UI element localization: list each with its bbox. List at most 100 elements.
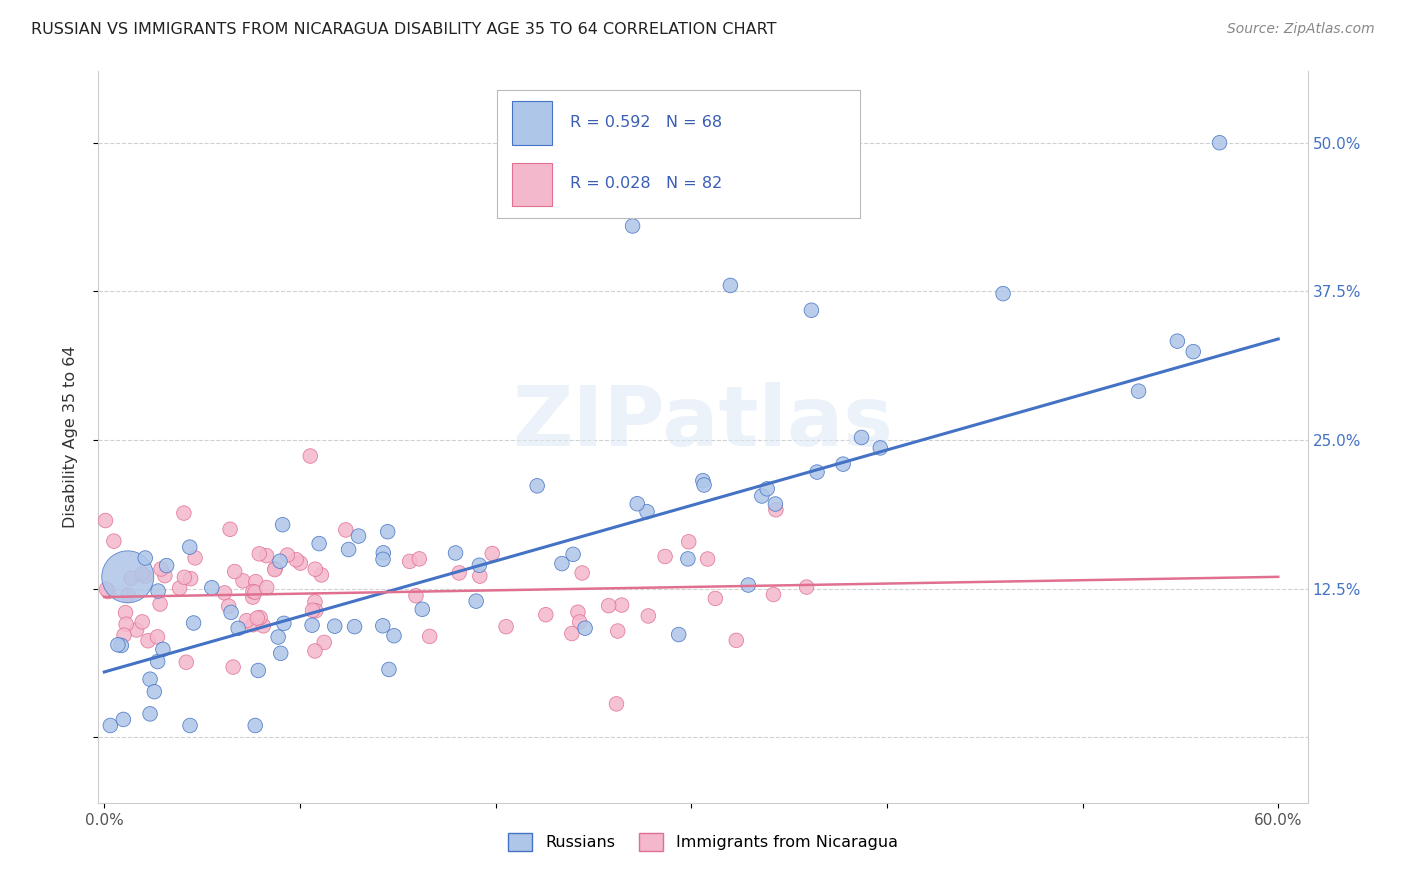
Y-axis label: Disability Age 35 to 64: Disability Age 35 to 64 [63, 346, 77, 528]
Point [678, 534, 700, 549]
Point [247, 664, 270, 678]
Point [94, 514, 117, 528]
Point [267, 630, 290, 644]
Point [97, 584, 120, 599]
Point [301, 603, 323, 617]
Point [117, 570, 139, 584]
Point [131, 566, 153, 581]
Point [245, 574, 267, 589]
Point [405, 589, 427, 603]
Point [377, 524, 399, 539]
Text: Source: ZipAtlas.com: Source: ZipAtlas.com [1227, 22, 1375, 37]
Point [534, 607, 557, 622]
Point [149, 597, 172, 611]
Point [526, 479, 548, 493]
Point [152, 642, 174, 657]
Point [218, 599, 240, 614]
Point [1208, 136, 1230, 150]
Point [869, 441, 891, 455]
Point [562, 547, 585, 561]
Point [561, 626, 583, 640]
Point [371, 552, 394, 566]
Point [246, 611, 269, 625]
Point [751, 489, 773, 503]
Point [285, 552, 308, 566]
Point [692, 474, 714, 488]
Point [481, 547, 503, 561]
Point [551, 557, 574, 571]
Point [299, 449, 322, 463]
Point [179, 540, 201, 554]
Point [636, 505, 658, 519]
Point [668, 627, 690, 641]
Point [136, 633, 159, 648]
Point [226, 621, 249, 635]
Point [112, 628, 135, 642]
Point [201, 581, 224, 595]
Point [98, 718, 121, 732]
Point [347, 529, 370, 543]
Point [180, 572, 202, 586]
Point [249, 610, 271, 624]
Point [134, 551, 156, 566]
Point [495, 620, 517, 634]
Point [112, 713, 135, 727]
Point [605, 697, 627, 711]
Point [224, 565, 246, 579]
Point [222, 660, 245, 674]
Point [311, 568, 333, 582]
Point [276, 548, 298, 562]
Point [762, 588, 785, 602]
Point [263, 563, 285, 577]
Point [763, 497, 786, 511]
Point [183, 615, 205, 630]
Point [1182, 344, 1205, 359]
Point [725, 633, 748, 648]
Point [991, 286, 1014, 301]
Point [114, 606, 136, 620]
Point [851, 430, 873, 444]
Point [173, 506, 195, 520]
Point [139, 706, 162, 721]
Point [323, 619, 346, 633]
Point [179, 718, 201, 732]
Point [756, 482, 779, 496]
Point [371, 619, 394, 633]
Point [235, 614, 257, 628]
Point [765, 502, 787, 516]
Point [737, 578, 759, 592]
Text: ZIPatlas: ZIPatlas [513, 382, 893, 463]
Text: RUSSIAN VS IMMIGRANTS FROM NICARAGUA DISABILITY AGE 35 TO 64 CORRELATION CHART: RUSSIAN VS IMMIGRANTS FROM NICARAGUA DIS… [31, 22, 776, 37]
Point [242, 590, 264, 604]
Point [143, 684, 166, 698]
Point [468, 558, 491, 573]
Point [134, 569, 156, 583]
Point [626, 497, 648, 511]
Point [718, 278, 741, 293]
Point [256, 549, 278, 563]
Point [704, 591, 727, 606]
Point [567, 605, 589, 619]
Point [308, 536, 330, 550]
Point [146, 630, 169, 644]
Point [146, 584, 169, 599]
Point [173, 570, 195, 584]
Point [304, 595, 326, 609]
Point [256, 581, 278, 595]
Point [264, 561, 287, 575]
Point [107, 638, 129, 652]
Point [444, 546, 467, 560]
Point [270, 646, 292, 660]
Point [676, 552, 699, 566]
Point [382, 629, 405, 643]
Point [1128, 384, 1150, 399]
Legend: Russians, Immigrants from Nicaragua: Russians, Immigrants from Nicaragua [502, 827, 904, 857]
Point [115, 617, 138, 632]
Point [252, 619, 274, 633]
Point [103, 534, 125, 549]
Point [637, 609, 659, 624]
Point [574, 621, 596, 635]
Point [568, 615, 591, 629]
Point [343, 619, 366, 633]
Point [271, 517, 294, 532]
